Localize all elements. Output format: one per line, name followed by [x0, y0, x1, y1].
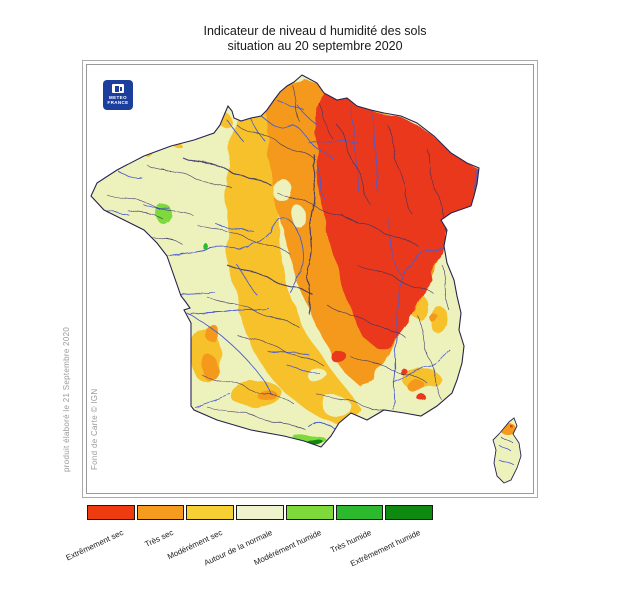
legend-swatch-extremely-dry: [87, 505, 135, 520]
corsica-boundary: [500, 436, 514, 444]
page-title: Indicateur de niveau d humidité des sols…: [0, 24, 630, 54]
logo-line2: FRANCE: [107, 100, 129, 105]
credit-base-map: Fond de Carte © IGN: [90, 388, 99, 470]
credit-produced: produit élaboré le 21 Septembre 2020: [62, 326, 71, 472]
legend-swatch-moderately-dry: [186, 505, 235, 520]
page-title-line2: situation au 20 septembre 2020: [227, 39, 403, 53]
page-title-line1: Indicateur de niveau d humidité des sols: [203, 24, 427, 38]
meteo-france-logo: METEO FRANCE: [103, 80, 133, 110]
corsica-outline: [492, 417, 522, 484]
meteo-france-logo-icon: [112, 84, 124, 93]
legend-colorbar: [87, 505, 434, 520]
map-frame: [82, 60, 538, 498]
logo-line1: METEO: [108, 95, 127, 100]
basin-boundaries-layer: [106, 84, 450, 430]
france-outline: [90, 74, 480, 448]
corsica-red-dot: [510, 425, 513, 428]
legend-swatch-extremely-wet: [385, 505, 434, 520]
green-spot-brittany-small: [201, 242, 207, 248]
france-map-svg: [90, 74, 522, 484]
map-frame-inner: [86, 64, 534, 494]
legend-swatch-very-dry: [136, 505, 185, 520]
legend-swatch-normal: [236, 505, 284, 520]
legend-swatch-moderately-wet: [285, 505, 334, 520]
soil-humidity-map-page: Indicateur de niveau d humidité des sols…: [0, 24, 630, 569]
region-moderately-dry: [144, 79, 448, 425]
corsica: [492, 417, 522, 484]
rivers-layer: [103, 99, 478, 430]
region-extremely-dry: [313, 85, 479, 402]
corsica-base: [493, 418, 521, 483]
region-normal-pockets: [273, 178, 351, 417]
corsica-rivers: [498, 444, 515, 466]
legend-swatch-very-wet: [335, 505, 384, 520]
france-fill-layers: [91, 75, 479, 447]
green-spot-brittany: [155, 203, 171, 223]
